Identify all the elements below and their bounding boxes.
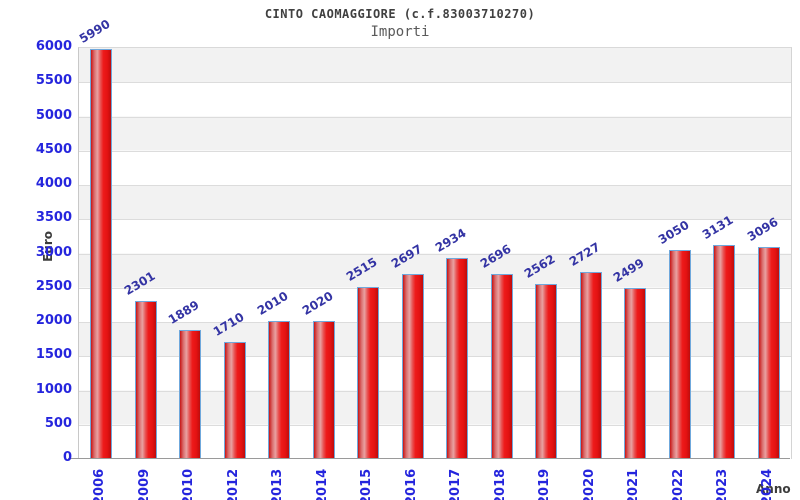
- gridline: [79, 287, 791, 289]
- x-tick-label: 2021: [626, 468, 642, 500]
- gridline: [79, 390, 791, 392]
- x-tick-label: 2023: [715, 468, 731, 500]
- bar: [357, 286, 380, 459]
- y-tick-label: 5500: [35, 73, 72, 89]
- bar: [90, 48, 113, 459]
- y-tick-label: 5000: [35, 107, 72, 123]
- x-axis-title: Anno: [756, 482, 791, 496]
- y-tick-label: 3000: [35, 244, 72, 260]
- bar: [668, 250, 691, 459]
- y-tick-label: 4000: [35, 176, 72, 191]
- bar: [312, 320, 335, 459]
- bar-value-label: 2934: [433, 225, 469, 256]
- y-tick-label: 0: [62, 450, 72, 465]
- y-tick-label: 6000: [35, 39, 72, 54]
- bar: [179, 329, 202, 459]
- bar: [401, 274, 424, 459]
- y-tick-label: 3500: [35, 210, 72, 226]
- gridline: [79, 150, 791, 152]
- bar-value-label: 3131: [700, 212, 736, 242]
- gridline: [79, 356, 791, 358]
- gridline: [79, 82, 791, 84]
- x-tick-label: 2024: [759, 468, 775, 500]
- y-tick-label: 1500: [35, 347, 72, 363]
- bar-value-label: 2727: [566, 239, 603, 270]
- x-tick-label: 2018: [492, 468, 508, 500]
- bar-value-label: 2697: [388, 242, 425, 272]
- gridline: [79, 219, 791, 221]
- bar-value-label: 2020: [299, 288, 336, 318]
- bar: [579, 272, 602, 459]
- bar: [446, 258, 469, 459]
- chart-subtitle: Importi: [370, 24, 430, 40]
- y-tick-label: 2500: [35, 278, 72, 294]
- y-tick-label: 1000: [35, 381, 72, 397]
- bar-value-label: 1710: [210, 309, 247, 339]
- x-axis-line: [68, 458, 790, 459]
- bar-value-label: 2499: [611, 255, 647, 285]
- x-tick-label: 2009: [136, 468, 152, 500]
- y-tick-label: 4500: [35, 141, 72, 157]
- bar-value-label: 2010: [255, 289, 291, 319]
- x-tick-label: 2012: [225, 468, 241, 500]
- bar-value-label: 2515: [344, 254, 380, 284]
- x-tick-label: 2013: [270, 468, 286, 500]
- x-tick-label: 2006: [92, 468, 108, 500]
- bar-value-label: 2301: [121, 269, 158, 299]
- x-tick-label: 2015: [359, 468, 375, 500]
- bar-value-label: 3050: [655, 217, 692, 248]
- y-tick-label: 500: [44, 415, 72, 431]
- x-tick-label: 2014: [314, 468, 330, 500]
- x-tick-label: 2019: [537, 468, 553, 500]
- x-tick-label: 2016: [403, 468, 419, 500]
- x-tick-label: 2022: [670, 468, 686, 500]
- gridline: [79, 322, 791, 323]
- bar: [490, 274, 513, 459]
- bar: [134, 301, 157, 459]
- bar-value-label: 2562: [522, 251, 558, 281]
- gridline: [79, 253, 791, 255]
- x-tick-label: 2017: [448, 468, 464, 500]
- chart-title: CINTO CAOMAGGIORE (c.f.83003710270): [264, 7, 536, 21]
- bar: [713, 244, 736, 459]
- bar-value-label: 2696: [477, 242, 514, 272]
- y-tick-label: 2000: [35, 313, 72, 328]
- bar: [624, 287, 647, 459]
- gridline: [79, 185, 791, 186]
- plot-area: 5990 2301 1889 1710 2010 2020 2515 2697 2934 2696…: [77, 16, 792, 459]
- x-tick-label: 2010: [181, 468, 197, 500]
- gridline: [79, 116, 791, 118]
- x-tick-label: 2020: [581, 468, 597, 500]
- bar: [223, 341, 246, 459]
- gridline: [79, 424, 791, 426]
- bar: [535, 283, 558, 459]
- bar: [268, 321, 291, 459]
- bar: [757, 246, 780, 459]
